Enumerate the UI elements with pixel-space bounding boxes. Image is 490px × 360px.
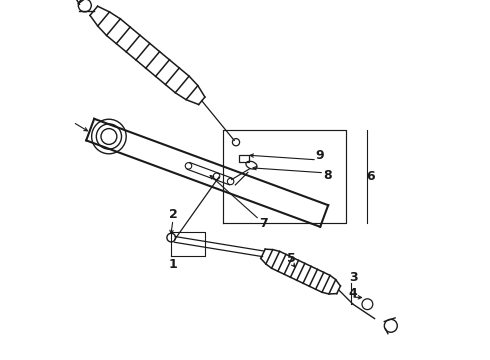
Bar [239, 155, 249, 162]
Text: 4: 4 [348, 287, 357, 300]
Text: 8: 8 [323, 169, 332, 182]
Text: 3: 3 [349, 271, 357, 284]
Text: 1: 1 [169, 258, 177, 271]
Text: 9: 9 [316, 149, 324, 162]
Text: 5: 5 [288, 252, 296, 265]
Text: 6: 6 [367, 170, 375, 183]
Text: 2: 2 [169, 208, 177, 221]
Text: 7: 7 [259, 217, 268, 230]
